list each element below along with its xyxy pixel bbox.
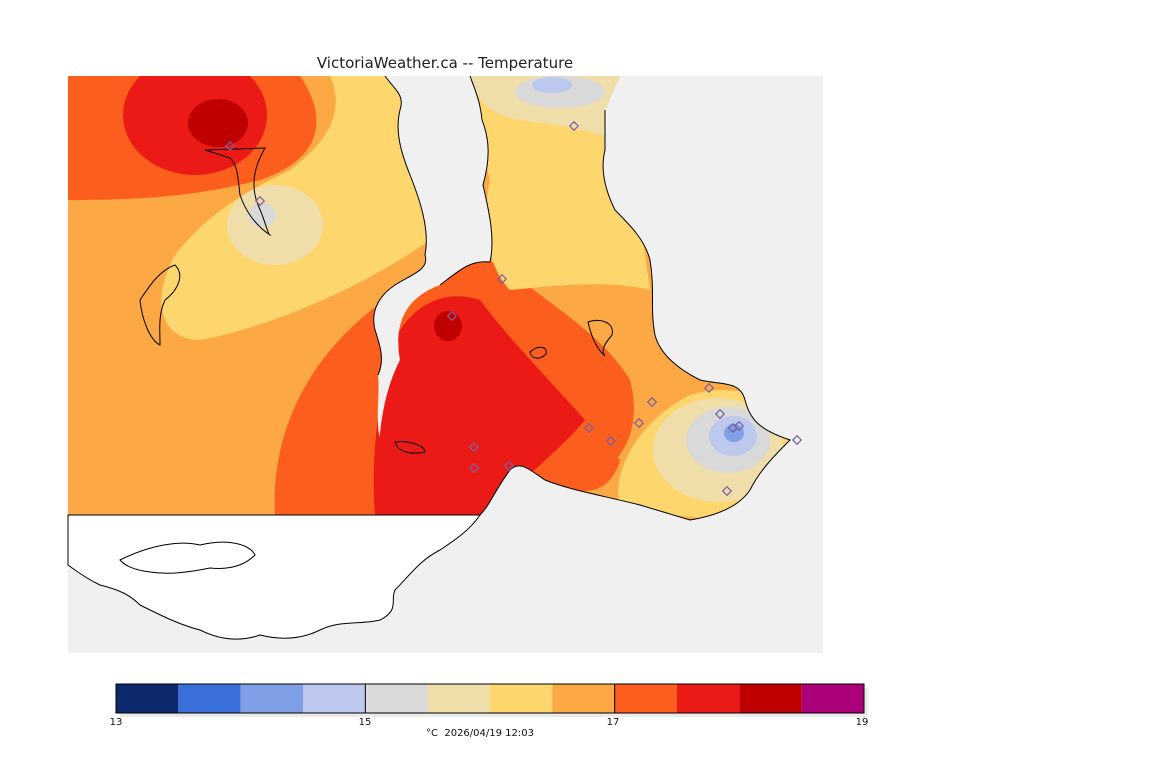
station-marker (224, 140, 236, 152)
station-marker (646, 396, 658, 408)
legend-color-bin (677, 684, 740, 713)
coastline (139, 75, 791, 521)
station-marker (583, 422, 595, 434)
legend-color-bin (552, 684, 615, 713)
legend-caption: °C 2026/04/19 12:03 (426, 728, 534, 739)
station-marker (468, 441, 480, 453)
legend-tick-label: 19 (855, 717, 869, 728)
legend-color-bin (801, 684, 864, 713)
station-marker (503, 460, 515, 472)
station-marker (605, 435, 617, 447)
legend-tick-label: 17 (606, 717, 620, 728)
legend-color-bin (303, 684, 366, 713)
station-marker (446, 310, 458, 322)
legend-color-bin (240, 684, 303, 713)
band-15_5-16-west (227, 185, 323, 265)
legend-color-bin (427, 684, 490, 713)
band-14_5-15-north (532, 77, 572, 93)
band-17-17_5-east (545, 446, 620, 491)
station-marker (714, 408, 726, 420)
station-marker (791, 434, 803, 446)
station-marker (468, 462, 480, 474)
station-marker (496, 273, 508, 285)
legend-tick-label: 15 (358, 717, 372, 728)
station-marker (733, 420, 745, 432)
legend-color-bin (614, 684, 677, 713)
legend-color-bin (116, 684, 179, 713)
station-marker (703, 382, 715, 394)
legend-colorbar (115, 683, 868, 717)
station-marker (633, 417, 645, 429)
legend-color-bin (739, 684, 802, 713)
legend-frame (115, 683, 865, 714)
legend-color-bin (365, 684, 428, 713)
station-marker (721, 485, 733, 497)
map-title: VictoriaWeather.ca -- Temperature (316, 54, 574, 72)
station-markers (224, 120, 803, 497)
island-shape (119, 541, 256, 574)
legend-tick-label: 13 (109, 717, 123, 728)
legend-color-bin (178, 684, 241, 713)
station-marker (254, 195, 266, 207)
band-17_5-18-central (373, 296, 585, 515)
band-18-18_5-nw (188, 99, 248, 147)
legend-color-bin (490, 684, 553, 713)
station-marker (568, 120, 580, 132)
band-14-14_5-se (724, 424, 744, 442)
band-18-18_5-central (434, 311, 462, 341)
